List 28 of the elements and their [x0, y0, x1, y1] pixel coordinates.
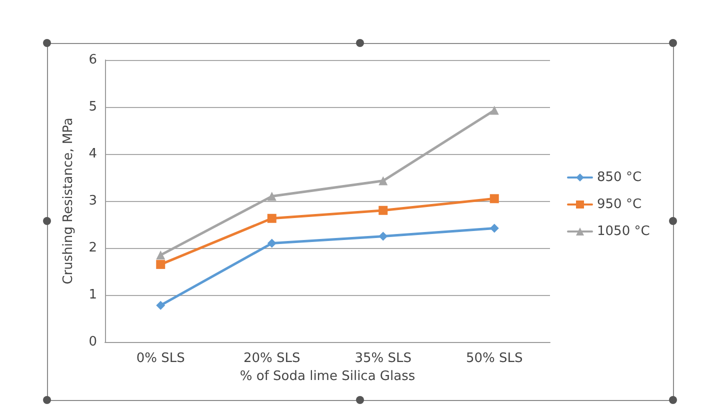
y-tick-label: 0 — [88, 334, 97, 350]
x-axis-title: % of Soda lime Silica Glass — [240, 369, 416, 384]
point — [490, 106, 499, 115]
y-tick-label: 3 — [88, 194, 97, 208]
x-tick-label: 50% SLS — [466, 351, 523, 366]
legend-label: 950 °C — [597, 197, 642, 212]
point — [490, 194, 499, 204]
legend-label: 1050 °C — [597, 224, 650, 239]
point — [267, 192, 276, 201]
point — [378, 232, 388, 241]
point — [378, 176, 388, 186]
x-tick-label: 20% SLS — [243, 351, 300, 366]
y-tick-label: 2 — [88, 240, 97, 256]
point — [378, 206, 388, 215]
point — [267, 214, 276, 223]
point — [267, 238, 276, 248]
x-tick-label: 0% SLS — [136, 351, 185, 366]
y-axis-title: Crushing Resistance, MPa — [61, 118, 76, 284]
y-tick-label: 5 — [88, 100, 97, 114]
point — [490, 224, 499, 233]
point — [156, 250, 166, 260]
x-tick-label: 35% SLS — [354, 351, 412, 366]
point — [156, 260, 166, 269]
y-tick-label: 1 — [88, 288, 97, 302]
point — [156, 300, 166, 310]
legend-label: 850 °C — [597, 170, 642, 185]
y-tick-label: 4 — [88, 146, 97, 162]
y-tick-label: 6 — [88, 52, 97, 68]
